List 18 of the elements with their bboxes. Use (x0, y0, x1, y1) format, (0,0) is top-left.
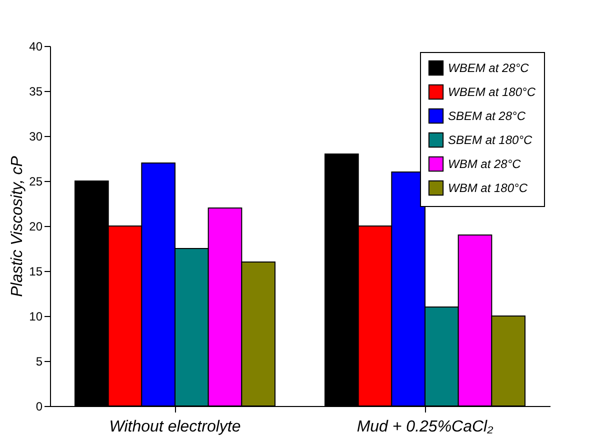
legend-label: SBEM at 28°C (448, 109, 526, 123)
legend-label: SBEM at 180°C (448, 133, 533, 147)
legend-label: WBM at 28°C (448, 157, 522, 171)
legend-label: WBEM at 28°C (448, 61, 530, 75)
y-tick-label: 10 (29, 310, 43, 324)
y-tick-label: 15 (29, 264, 43, 278)
y-axis-title: Plastic Viscosity, cP (9, 156, 26, 297)
x-tick-label: Mud + 0.25%CaCl₂ (356, 418, 494, 436)
y-tick-label: 25 (29, 174, 43, 188)
y-tick-label: 30 (29, 130, 43, 144)
y-tick-label: 0 (36, 400, 43, 414)
y-tick-label: 5 (36, 354, 43, 368)
y-tick-label: 20 (29, 220, 43, 234)
legend-label: WBEM at 180°C (448, 85, 536, 99)
y-tick-label: 35 (29, 84, 43, 98)
y-tick-label: 40 (29, 40, 43, 54)
x-tick-label: Without electrolyte (109, 418, 241, 436)
legend-label: WBM at 180°C (448, 181, 528, 195)
